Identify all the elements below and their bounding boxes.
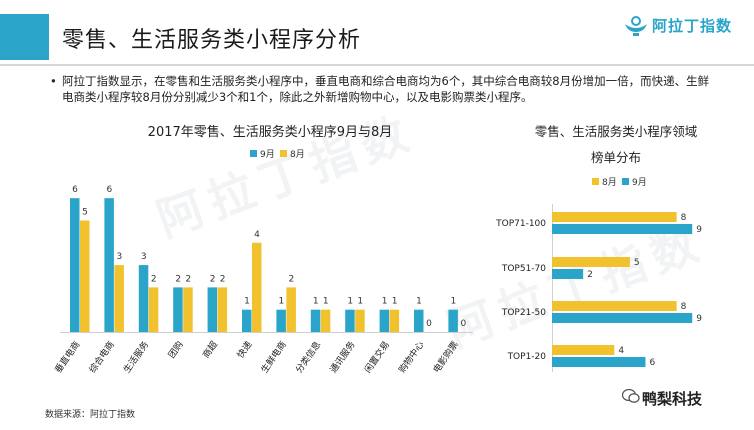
legend-label: 9月 [260, 149, 275, 160]
bar [379, 309, 390, 332]
bar [104, 198, 114, 332]
data-label: 1 [392, 297, 398, 307]
lamp-icon [625, 16, 647, 36]
data-label: 9 [696, 314, 702, 324]
data-label: 2 [175, 274, 181, 284]
title-divider [0, 64, 754, 66]
bar [448, 309, 458, 332]
data-label: 1 [357, 297, 363, 307]
bar [242, 309, 252, 332]
bullet-marker: • [50, 74, 57, 88]
bar [148, 287, 159, 332]
data-label: 1 [451, 297, 457, 307]
y-tick-label: TOP1-20 [507, 352, 547, 362]
legend-swatch [250, 150, 257, 157]
data-label: 1 [347, 297, 353, 307]
legend-label: 9月 [632, 177, 647, 188]
bar [552, 224, 693, 234]
bar [276, 309, 286, 332]
bar [345, 309, 355, 332]
brand-name: 鸭梨科技 [642, 390, 703, 408]
legend-label: 8月 [290, 149, 305, 160]
data-label: 5 [634, 258, 640, 268]
data-label: 0 [426, 319, 432, 329]
data-label: 3 [141, 252, 147, 262]
bar [552, 313, 693, 323]
bar [310, 309, 321, 332]
legend-swatch [622, 178, 629, 185]
bar [552, 357, 646, 367]
data-label: 3 [117, 252, 123, 262]
data-label: 6 [72, 185, 78, 195]
data-label: 1 [323, 297, 329, 307]
data-label: 8 [681, 302, 687, 312]
legend-swatch [592, 178, 599, 185]
y-tick-label: TOP21-50 [501, 308, 546, 318]
bar [552, 269, 584, 279]
logo-text: 阿拉丁指数 [652, 17, 733, 35]
legend-swatch [280, 150, 287, 157]
bar [355, 309, 365, 332]
data-label: 6 [107, 185, 113, 195]
bar [552, 345, 615, 355]
bar [552, 301, 677, 311]
bar [173, 287, 183, 332]
bar [389, 309, 400, 332]
data-label: 5 [82, 207, 88, 217]
data-label: 4 [254, 230, 260, 240]
data-source-note: 数据来源：阿拉丁指数 [45, 410, 136, 420]
bar [70, 198, 80, 332]
data-label: 1 [244, 297, 250, 307]
chart-subtitle: 榜单分布 [591, 150, 641, 165]
y-tick-label: TOP51-70 [501, 264, 546, 274]
data-label: 2 [587, 270, 593, 280]
data-label: 0 [461, 319, 467, 329]
bar [414, 309, 424, 332]
chart-title: 零售、生活服务类小程序领域 [535, 124, 698, 139]
data-label: 2 [289, 274, 295, 284]
bar [217, 287, 228, 332]
y-tick-label: TOP71-100 [495, 219, 546, 229]
data-label: 1 [313, 297, 319, 307]
data-label: 1 [279, 297, 285, 307]
data-label: 2 [210, 274, 216, 284]
bar [80, 220, 90, 332]
bar [114, 265, 124, 332]
bar [286, 287, 296, 332]
bar [320, 309, 331, 332]
summary-text: 阿拉丁指数显示，在零售和生活服务类小程序中，垂直电商和综合电商均为6个，其中综合… [62, 74, 710, 104]
chart-title: 2017年零售、生活服务类小程序9月与8月 [148, 124, 393, 140]
data-label: 9 [696, 225, 702, 235]
data-label: 1 [382, 297, 388, 307]
data-label: 1 [416, 297, 422, 307]
data-label: 2 [185, 274, 191, 284]
bar [138, 265, 149, 332]
bar [207, 287, 218, 332]
bar [552, 257, 630, 267]
bar [252, 242, 262, 332]
bar [552, 212, 677, 222]
data-label: 2 [220, 274, 226, 284]
page-title: 零售、生活服务类小程序分析 [62, 28, 362, 53]
legend-label: 8月 [602, 177, 617, 188]
summary-paragraph: • 阿拉丁指数显示，在零售和生活服务类小程序中，垂直电商和综合电商均为6个，其中… [50, 73, 712, 105]
data-label: 8 [681, 213, 687, 223]
aladdin-logo: 阿拉丁指数 [622, 12, 746, 40]
wechat-icon [622, 388, 640, 403]
data-label: 6 [649, 358, 655, 368]
data-label: 4 [618, 346, 624, 356]
bar [183, 287, 193, 332]
title-accent-bar [0, 14, 49, 60]
data-label: 2 [151, 274, 157, 284]
